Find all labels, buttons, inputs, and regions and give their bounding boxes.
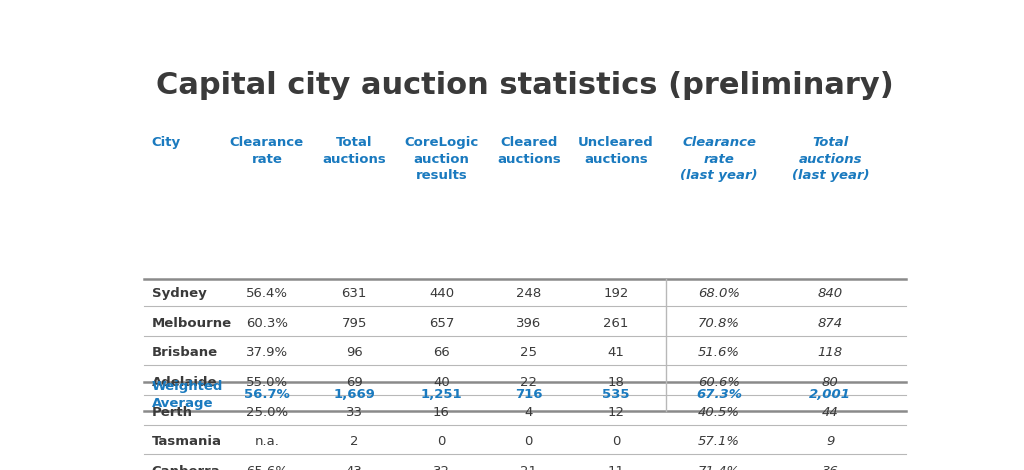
Text: 12: 12 (607, 406, 625, 419)
Text: 22: 22 (520, 376, 538, 389)
Text: 0: 0 (524, 435, 532, 448)
Text: 71.4%: 71.4% (698, 465, 740, 470)
Text: Perth: Perth (152, 406, 193, 419)
Text: 118: 118 (818, 346, 843, 359)
Text: 16: 16 (433, 406, 450, 419)
Text: 192: 192 (603, 287, 629, 300)
Text: Melbourne: Melbourne (152, 317, 231, 329)
Text: 25: 25 (520, 346, 538, 359)
Text: 70.8%: 70.8% (698, 317, 740, 329)
Text: Weighted
Average: Weighted Average (152, 380, 223, 409)
Text: Adelaide: Adelaide (152, 376, 217, 389)
Text: 67.3%: 67.3% (696, 388, 742, 401)
Text: 657: 657 (429, 317, 455, 329)
Text: 631: 631 (341, 287, 367, 300)
Text: 9: 9 (826, 435, 835, 448)
Text: 716: 716 (515, 388, 543, 401)
Text: Clearance
rate: Clearance rate (229, 136, 304, 165)
Text: Sydney: Sydney (152, 287, 207, 300)
Text: Tasmania: Tasmania (152, 435, 222, 448)
Text: 1,669: 1,669 (333, 388, 375, 401)
Text: 2: 2 (350, 435, 358, 448)
Text: 261: 261 (603, 317, 629, 329)
Text: 56.4%: 56.4% (246, 287, 288, 300)
Text: 40: 40 (433, 376, 450, 389)
Text: 56.7%: 56.7% (244, 388, 290, 401)
Text: 41: 41 (607, 346, 625, 359)
Text: 57.1%: 57.1% (698, 435, 740, 448)
Text: 65.6%: 65.6% (246, 465, 288, 470)
Text: CoreLogic
auction
results: CoreLogic auction results (404, 136, 478, 182)
Text: Capital city auction statistics (preliminary): Capital city auction statistics (prelimi… (156, 71, 894, 100)
Text: 96: 96 (346, 346, 362, 359)
Text: 32: 32 (433, 465, 450, 470)
Text: 37.9%: 37.9% (246, 346, 288, 359)
Text: 60.3%: 60.3% (246, 317, 288, 329)
Text: Brisbane: Brisbane (152, 346, 218, 359)
Text: 51.6%: 51.6% (698, 346, 740, 359)
Text: 1,251: 1,251 (421, 388, 462, 401)
Text: 795: 795 (341, 317, 367, 329)
Text: 440: 440 (429, 287, 454, 300)
Text: 248: 248 (516, 287, 542, 300)
Text: 0: 0 (612, 435, 621, 448)
Text: 11: 11 (607, 465, 625, 470)
Text: 18: 18 (607, 376, 625, 389)
Text: 43: 43 (346, 465, 362, 470)
Text: Total
auctions
(last year): Total auctions (last year) (792, 136, 869, 182)
Text: 66: 66 (433, 346, 450, 359)
Text: 21: 21 (520, 465, 538, 470)
Text: City: City (152, 136, 181, 149)
Text: 33: 33 (346, 406, 362, 419)
Text: 44: 44 (822, 406, 839, 419)
Text: 55.0%: 55.0% (246, 376, 288, 389)
Text: 840: 840 (818, 287, 843, 300)
Text: 80: 80 (822, 376, 839, 389)
Text: Total
auctions: Total auctions (323, 136, 386, 165)
Text: 2,001: 2,001 (809, 388, 851, 401)
Text: 36: 36 (822, 465, 839, 470)
Text: 0: 0 (437, 435, 445, 448)
Text: 396: 396 (516, 317, 542, 329)
Text: 69: 69 (346, 376, 362, 389)
Text: 60.6%: 60.6% (698, 376, 740, 389)
Text: 535: 535 (602, 388, 630, 401)
Text: 4: 4 (524, 406, 532, 419)
Text: Cleared
auctions: Cleared auctions (497, 136, 561, 165)
Text: n.a.: n.a. (254, 435, 280, 448)
Text: 40.5%: 40.5% (698, 406, 740, 419)
Text: 68.0%: 68.0% (698, 287, 740, 300)
Text: 874: 874 (818, 317, 843, 329)
Text: Clearance
rate
(last year): Clearance rate (last year) (681, 136, 758, 182)
Text: 25.0%: 25.0% (246, 406, 288, 419)
Text: Uncleared
auctions: Uncleared auctions (579, 136, 654, 165)
Text: Canberra: Canberra (152, 465, 220, 470)
